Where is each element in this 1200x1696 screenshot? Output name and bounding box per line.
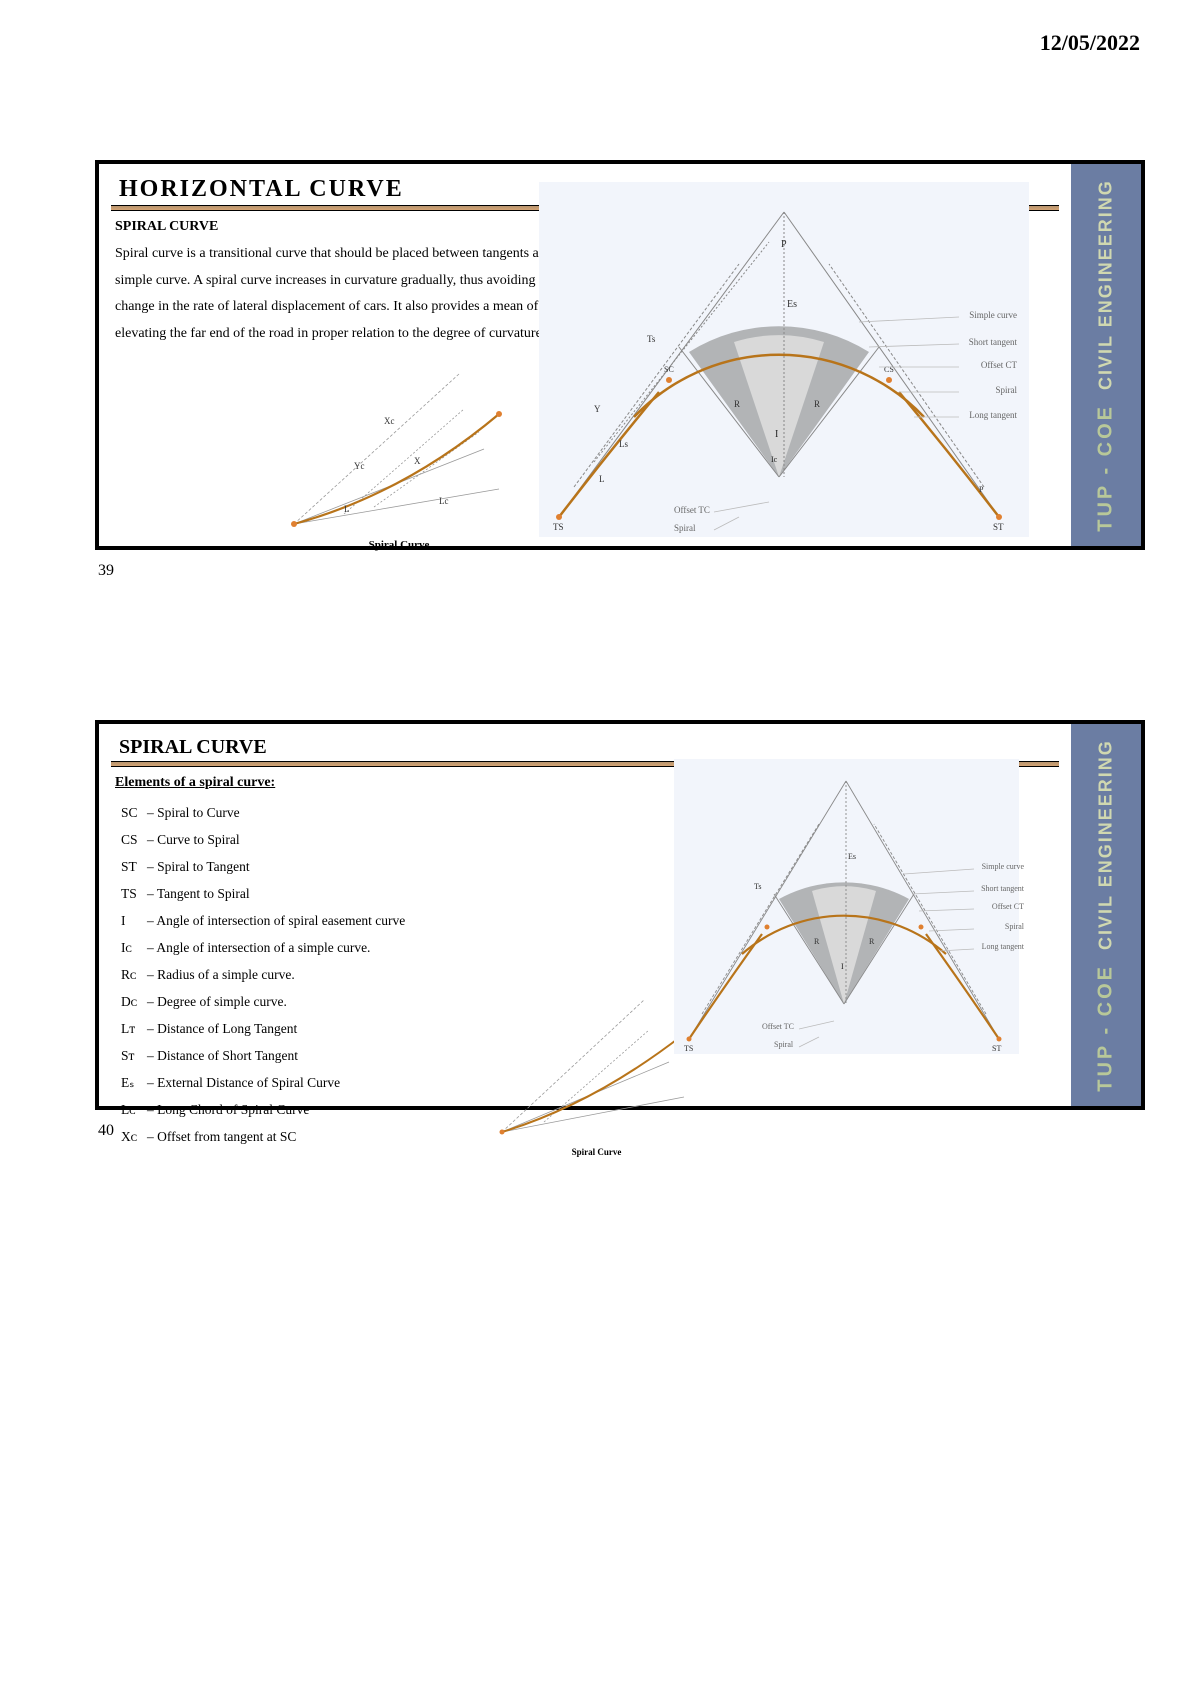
legend2-offset-ct: Offset CT (992, 902, 1024, 911)
svg-text:Ts: Ts (754, 882, 761, 891)
svg-text:Es: Es (848, 852, 856, 861)
slide-39: HORIZONTAL CURVE SPIRAL CURVE Spiral cur… (95, 160, 1145, 550)
svg-text:R: R (814, 399, 820, 409)
element-symbol: Iᴄ (121, 934, 143, 961)
element-symbol: CS (121, 826, 143, 853)
element-symbol: Eₛ (121, 1069, 143, 1096)
svg-text:ST: ST (992, 1044, 1001, 1053)
sidebar-line1: TUP - COE (1095, 403, 1118, 531)
slide-40-title: SPIRAL CURVE (111, 732, 1059, 761)
spiral-big-diagram-2: Ts Es R R I TS ST Simple curve Short t (674, 759, 1019, 1054)
svg-text:X: X (414, 456, 421, 466)
spiral-big-diagram: P Es Ts Y Ls L R R I Ic TS ST SC CS P (539, 182, 1029, 537)
slide-40-content: SPIRAL CURVE Elements of a spiral curve:… (99, 724, 1071, 1106)
element-symbol: I (121, 907, 143, 934)
legend2-spiral-2: Spiral (774, 1040, 793, 1049)
slide-40: SPIRAL CURVE Elements of a spiral curve:… (95, 720, 1145, 1110)
element-symbol: Sᴛ (121, 1042, 143, 1069)
svg-text:I: I (841, 962, 844, 971)
element-symbol: Lᴄ (121, 1096, 143, 1123)
svg-text:TS: TS (684, 1044, 693, 1053)
legend2-short-tangent: Short tangent (981, 884, 1024, 893)
svg-text:Xc: Xc (384, 416, 395, 426)
svg-text:I: I (775, 429, 778, 440)
element-desc: – Angle of intersection of a simple curv… (147, 934, 370, 961)
svg-text:Es: Es (787, 299, 797, 310)
slide-num-39: 39 (98, 562, 114, 580)
svg-text:Ls: Ls (619, 439, 628, 449)
svg-text:Ic: Ic (771, 455, 778, 464)
legend2-spiral: Spiral (1005, 922, 1024, 931)
element-desc: – Distance of Long Tangent (147, 1015, 297, 1042)
sidebar-40: TUP - COE CIVIL ENGINEERING (1071, 724, 1141, 1106)
slide-39-content: HORIZONTAL CURVE SPIRAL CURVE Spiral cur… (99, 164, 1071, 546)
svg-text:TS: TS (553, 522, 564, 532)
legend2-offset-tc: Offset TC (762, 1022, 794, 1031)
svg-text:ST: ST (993, 522, 1004, 532)
element-symbol: SC (121, 799, 143, 826)
svg-text:Y: Y (594, 404, 601, 414)
legend2-long-tangent: Long tangent (982, 942, 1024, 951)
svg-text:CS: CS (884, 365, 894, 374)
legend-spiral: Spiral (996, 385, 1018, 395)
sidebar-line2-b: CIVIL ENGINEERING (1096, 739, 1117, 950)
legend-short-tangent: Short tangent (969, 337, 1017, 347)
element-desc: – Curve to Spiral (147, 826, 240, 853)
element-symbol: TS (121, 880, 143, 907)
sidebar-39: TUP - COE CIVIL ENGINEERING (1071, 164, 1141, 546)
legend-spiral-2: Spiral (674, 523, 696, 533)
svg-text:L: L (344, 504, 350, 514)
element-desc: – Distance of Short Tangent (147, 1042, 298, 1069)
svg-text:R: R (734, 399, 740, 409)
element-desc: – Angle of intersection of spiral easeme… (147, 907, 405, 934)
spiral-small-caption: Spiral Curve (284, 539, 514, 551)
legend2-simple-curve: Simple curve (982, 862, 1024, 871)
element-desc: – Long Chord of Spiral Curve (147, 1096, 309, 1123)
element-symbol: ST (121, 853, 143, 880)
slide-num-40: 40 (98, 1122, 114, 1140)
sidebar-line2: CIVIL ENGINEERING (1096, 179, 1117, 390)
svg-text:P: P (781, 239, 787, 250)
element-desc: – Radius of a simple curve. (147, 961, 295, 988)
page-date: 12/05/2022 (1040, 30, 1140, 56)
svg-text:R: R (869, 937, 875, 946)
element-symbol: Rᴄ (121, 961, 143, 988)
svg-text:P: P (979, 485, 984, 494)
element-symbol: Lᴛ (121, 1015, 143, 1042)
svg-text:Ts: Ts (647, 334, 656, 344)
legend-offset-tc: Offset TC (674, 505, 710, 515)
svg-text:Lc: Lc (439, 496, 449, 506)
legend-offset-ct: Offset CT (981, 360, 1017, 370)
legend-simple-curve: Simple curve (969, 310, 1017, 320)
spiral-small-diagram-2: Spiral Curve (494, 992, 699, 1157)
element-desc: – Spiral to Tangent (147, 853, 250, 880)
svg-text:R: R (814, 937, 820, 946)
element-desc: – Spiral to Curve (147, 799, 240, 826)
svg-text:SC: SC (664, 365, 674, 374)
element-desc: – Offset from tangent at SC (147, 1123, 296, 1150)
element-desc: – Tangent to Spiral (147, 880, 250, 907)
spiral-small-caption-2: Spiral Curve (494, 1147, 699, 1157)
sidebar-line1-b: TUP - COE (1095, 963, 1118, 1091)
legend-long-tangent: Long tangent (969, 410, 1017, 420)
element-symbol: Xᴄ (121, 1123, 143, 1150)
svg-text:Yc: Yc (354, 461, 365, 471)
element-desc: – External Distance of Spiral Curve (147, 1069, 340, 1096)
element-symbol: Dᴄ (121, 988, 143, 1015)
svg-text:L: L (599, 474, 605, 484)
element-desc: – Degree of simple curve. (147, 988, 287, 1015)
spiral-small-diagram: Xc Yc X Lc L Spiral Curve (284, 364, 514, 534)
